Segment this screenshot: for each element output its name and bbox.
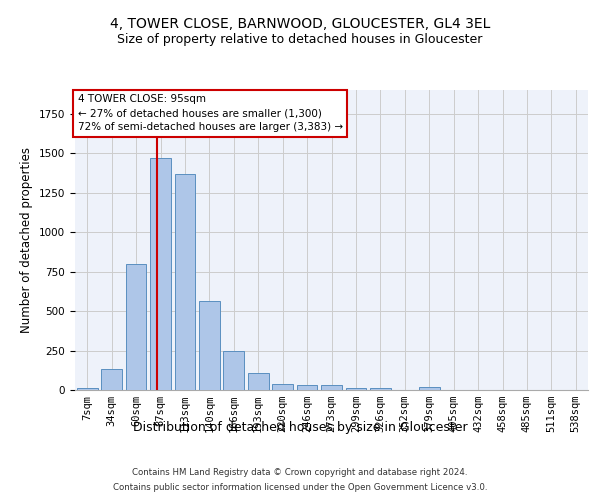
Bar [321, 386, 342, 390]
Text: 4, TOWER CLOSE, BARNWOOD, GLOUCESTER, GL4 3EL: 4, TOWER CLOSE, BARNWOOD, GLOUCESTER, GL… [110, 18, 490, 32]
Bar [296, 386, 317, 390]
Bar [175, 174, 196, 390]
Y-axis label: Number of detached properties: Number of detached properties [20, 147, 34, 333]
Text: Contains public sector information licensed under the Open Government Licence v3: Contains public sector information licen… [113, 483, 487, 492]
Bar [248, 372, 269, 390]
Bar [272, 384, 293, 390]
Bar [370, 388, 391, 390]
Bar [419, 387, 440, 390]
Text: Size of property relative to detached houses in Gloucester: Size of property relative to detached ho… [118, 32, 482, 46]
Bar [223, 350, 244, 390]
Bar [346, 388, 367, 390]
Text: Contains HM Land Registry data © Crown copyright and database right 2024.: Contains HM Land Registry data © Crown c… [132, 468, 468, 477]
Text: 4 TOWER CLOSE: 95sqm
← 27% of detached houses are smaller (1,300)
72% of semi-de: 4 TOWER CLOSE: 95sqm ← 27% of detached h… [77, 94, 343, 132]
Bar [125, 264, 146, 390]
Text: Distribution of detached houses by size in Gloucester: Distribution of detached houses by size … [133, 421, 467, 434]
Bar [101, 370, 122, 390]
Bar [150, 158, 171, 390]
Bar [77, 388, 98, 390]
Bar [199, 301, 220, 390]
